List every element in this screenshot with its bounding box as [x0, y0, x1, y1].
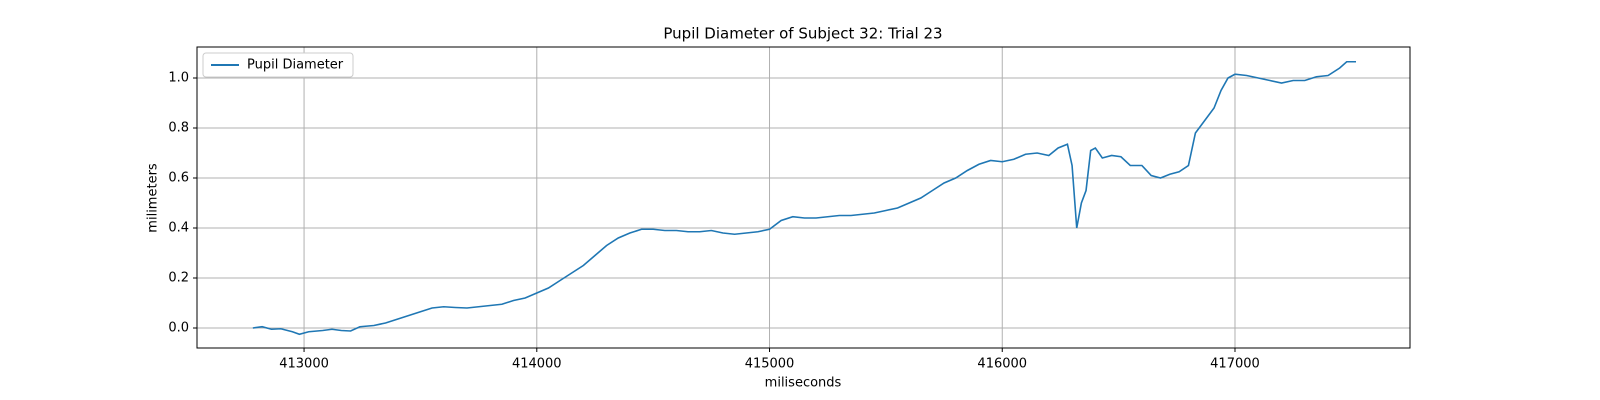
legend-label: Pupil Diameter: [247, 58, 344, 73]
chart-title: Pupil Diameter of Subject 32: Trial 23: [663, 25, 942, 43]
y-axis-label: milimeters: [146, 163, 161, 233]
x-tick-label: 416000: [977, 357, 1027, 372]
y-tick-label: 0.0: [168, 321, 189, 336]
y-tick-label: 0.2: [168, 271, 189, 286]
legend-box: [202, 52, 354, 78]
y-tick-label: 0.6: [168, 171, 189, 186]
y-tick-label: 0.8: [168, 121, 189, 136]
plot-frame: [196, 46, 1411, 349]
x-axis-label: miliseconds: [765, 376, 842, 391]
data-line: [252, 60, 1357, 336]
x-tick-label: 417000: [1210, 357, 1260, 372]
x-tick-label: 415000: [745, 357, 795, 372]
y-tick-label: 1.0: [168, 71, 189, 86]
x-tick-label: 413000: [279, 357, 329, 372]
y-tick-label: 0.4: [168, 221, 189, 236]
x-tick-label: 414000: [512, 357, 562, 372]
